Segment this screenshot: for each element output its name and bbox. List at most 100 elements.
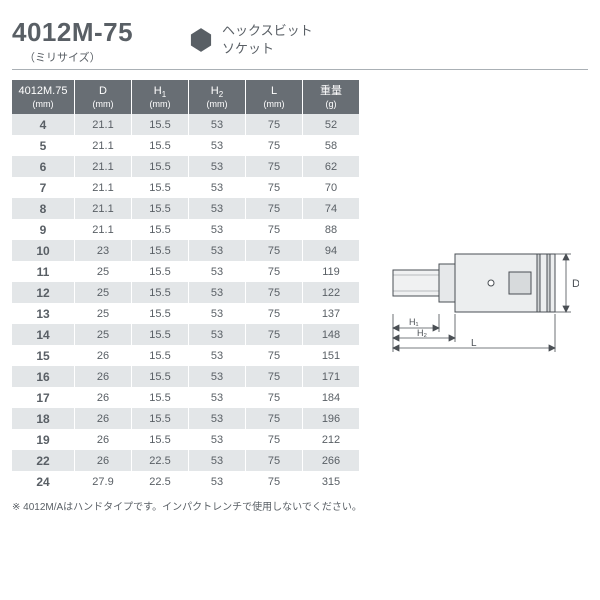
table-cell: 26: [75, 408, 132, 429]
table-cell: 53: [189, 324, 246, 345]
table-cell: 75: [246, 135, 303, 156]
table-header-cell: D(mm): [75, 80, 132, 115]
table-row: 721.115.5537570: [12, 177, 359, 198]
table-cell: 75: [246, 387, 303, 408]
product-title-line2: ソケット: [222, 41, 274, 56]
table-cell: 21.1: [75, 219, 132, 240]
table-cell: 25: [75, 303, 132, 324]
table-cell: 266: [303, 450, 360, 471]
header: 4012M-75 （ミリサイズ） ヘックスビット ソケット: [12, 18, 588, 70]
table-cell: 8: [12, 198, 75, 219]
table-cell: 26: [75, 450, 132, 471]
table-cell: 53: [189, 156, 246, 177]
table-cell: 15.5: [132, 345, 189, 366]
table-cell: 15.5: [132, 261, 189, 282]
table-cell: 53: [189, 261, 246, 282]
table-header-cell: H1(mm): [132, 80, 189, 115]
table-cell: 315: [303, 471, 360, 492]
table-cell: 137: [303, 303, 360, 324]
table-cell: 7: [12, 177, 75, 198]
table-row: 222622.55375266: [12, 450, 359, 471]
table-cell: 12: [12, 282, 75, 303]
table-cell: 75: [246, 177, 303, 198]
table-header-cell: H2(mm): [189, 80, 246, 115]
table-cell: 25: [75, 261, 132, 282]
table-cell: 53: [189, 387, 246, 408]
table-cell: 53: [189, 177, 246, 198]
table-cell: 75: [246, 345, 303, 366]
table-cell: 15.5: [132, 135, 189, 156]
table-cell: 70: [303, 177, 360, 198]
table-cell: 75: [246, 156, 303, 177]
table-row: 621.115.5537562: [12, 156, 359, 177]
table-cell: 74: [303, 198, 360, 219]
table-cell: 75: [246, 261, 303, 282]
table-cell: 22.5: [132, 450, 189, 471]
table-cell: 53: [189, 408, 246, 429]
table-cell: 52: [303, 114, 360, 135]
table-cell: 26: [75, 387, 132, 408]
table-cell: 53: [189, 450, 246, 471]
table-cell: 75: [246, 450, 303, 471]
table-cell: 75: [246, 429, 303, 450]
table-row: 162615.55375171: [12, 366, 359, 387]
table-cell: 6: [12, 156, 75, 177]
model-block: 4012M-75 （ミリサイズ）: [12, 18, 190, 65]
table-cell: 25: [75, 282, 132, 303]
table-row: 132515.55375137: [12, 303, 359, 324]
title-block: ヘックスビット ソケット: [190, 18, 313, 57]
product-title-line1: ヘックスビット: [222, 23, 313, 38]
table-cell: 122: [303, 282, 360, 303]
table-header-row: 4012M.75(mm)D(mm)H1(mm)H2(mm)L(mm)重量(g): [12, 80, 359, 115]
diagram-label-h2: H₂: [417, 328, 427, 338]
table-cell: 53: [189, 303, 246, 324]
table-cell: 11: [12, 261, 75, 282]
table-cell: 75: [246, 198, 303, 219]
table-cell: 15.5: [132, 387, 189, 408]
table-cell: 53: [189, 198, 246, 219]
table-cell: 58: [303, 135, 360, 156]
table-cell: 75: [246, 324, 303, 345]
table-row: 821.115.5537574: [12, 198, 359, 219]
table-cell: 17: [12, 387, 75, 408]
table-cell: 27.9: [75, 471, 132, 492]
table-body: 421.115.5537552521.115.5537558621.115.55…: [12, 114, 359, 492]
table-cell: 15.5: [132, 366, 189, 387]
table-cell: 15.5: [132, 429, 189, 450]
table-cell: 53: [189, 282, 246, 303]
footnote: ※ 4012M/Aはハンドタイプです。インパクトレンチで使用しないでください。: [12, 498, 362, 513]
model-number: 4012M-75: [12, 18, 190, 47]
table-cell: 75: [246, 408, 303, 429]
table-cell: 53: [189, 345, 246, 366]
table-cell: 15.5: [132, 177, 189, 198]
table-cell: 15.5: [132, 114, 189, 135]
table-cell: 75: [246, 114, 303, 135]
table-cell: 16: [12, 366, 75, 387]
table-cell: 196: [303, 408, 360, 429]
table-cell: 151: [303, 345, 360, 366]
table-cell: 212: [303, 429, 360, 450]
table-cell: 13: [12, 303, 75, 324]
table-cell: 53: [189, 135, 246, 156]
spec-table: 4012M.75(mm)D(mm)H1(mm)H2(mm)L(mm)重量(g) …: [12, 80, 359, 493]
table-cell: 25: [75, 324, 132, 345]
table-row: 112515.55375119: [12, 261, 359, 282]
table-cell: 75: [246, 282, 303, 303]
table-cell: 15.5: [132, 324, 189, 345]
table-cell: 15.5: [132, 198, 189, 219]
model-subtitle: （ミリサイズ）: [12, 49, 190, 65]
table-cell: 53: [189, 366, 246, 387]
table-header-cell: L(mm): [246, 80, 303, 115]
table-cell: 53: [189, 240, 246, 261]
table-cell: 23: [75, 240, 132, 261]
table-cell: 148: [303, 324, 360, 345]
table-row: 122515.55375122: [12, 282, 359, 303]
table-cell: 75: [246, 471, 303, 492]
table-cell: 15.5: [132, 219, 189, 240]
table-cell: 171: [303, 366, 360, 387]
table-row: 172615.55375184: [12, 387, 359, 408]
table-cell: 26: [75, 429, 132, 450]
table-row: 2427.922.55375315: [12, 471, 359, 492]
table-cell: 62: [303, 156, 360, 177]
table-row: 421.115.5537552: [12, 114, 359, 135]
